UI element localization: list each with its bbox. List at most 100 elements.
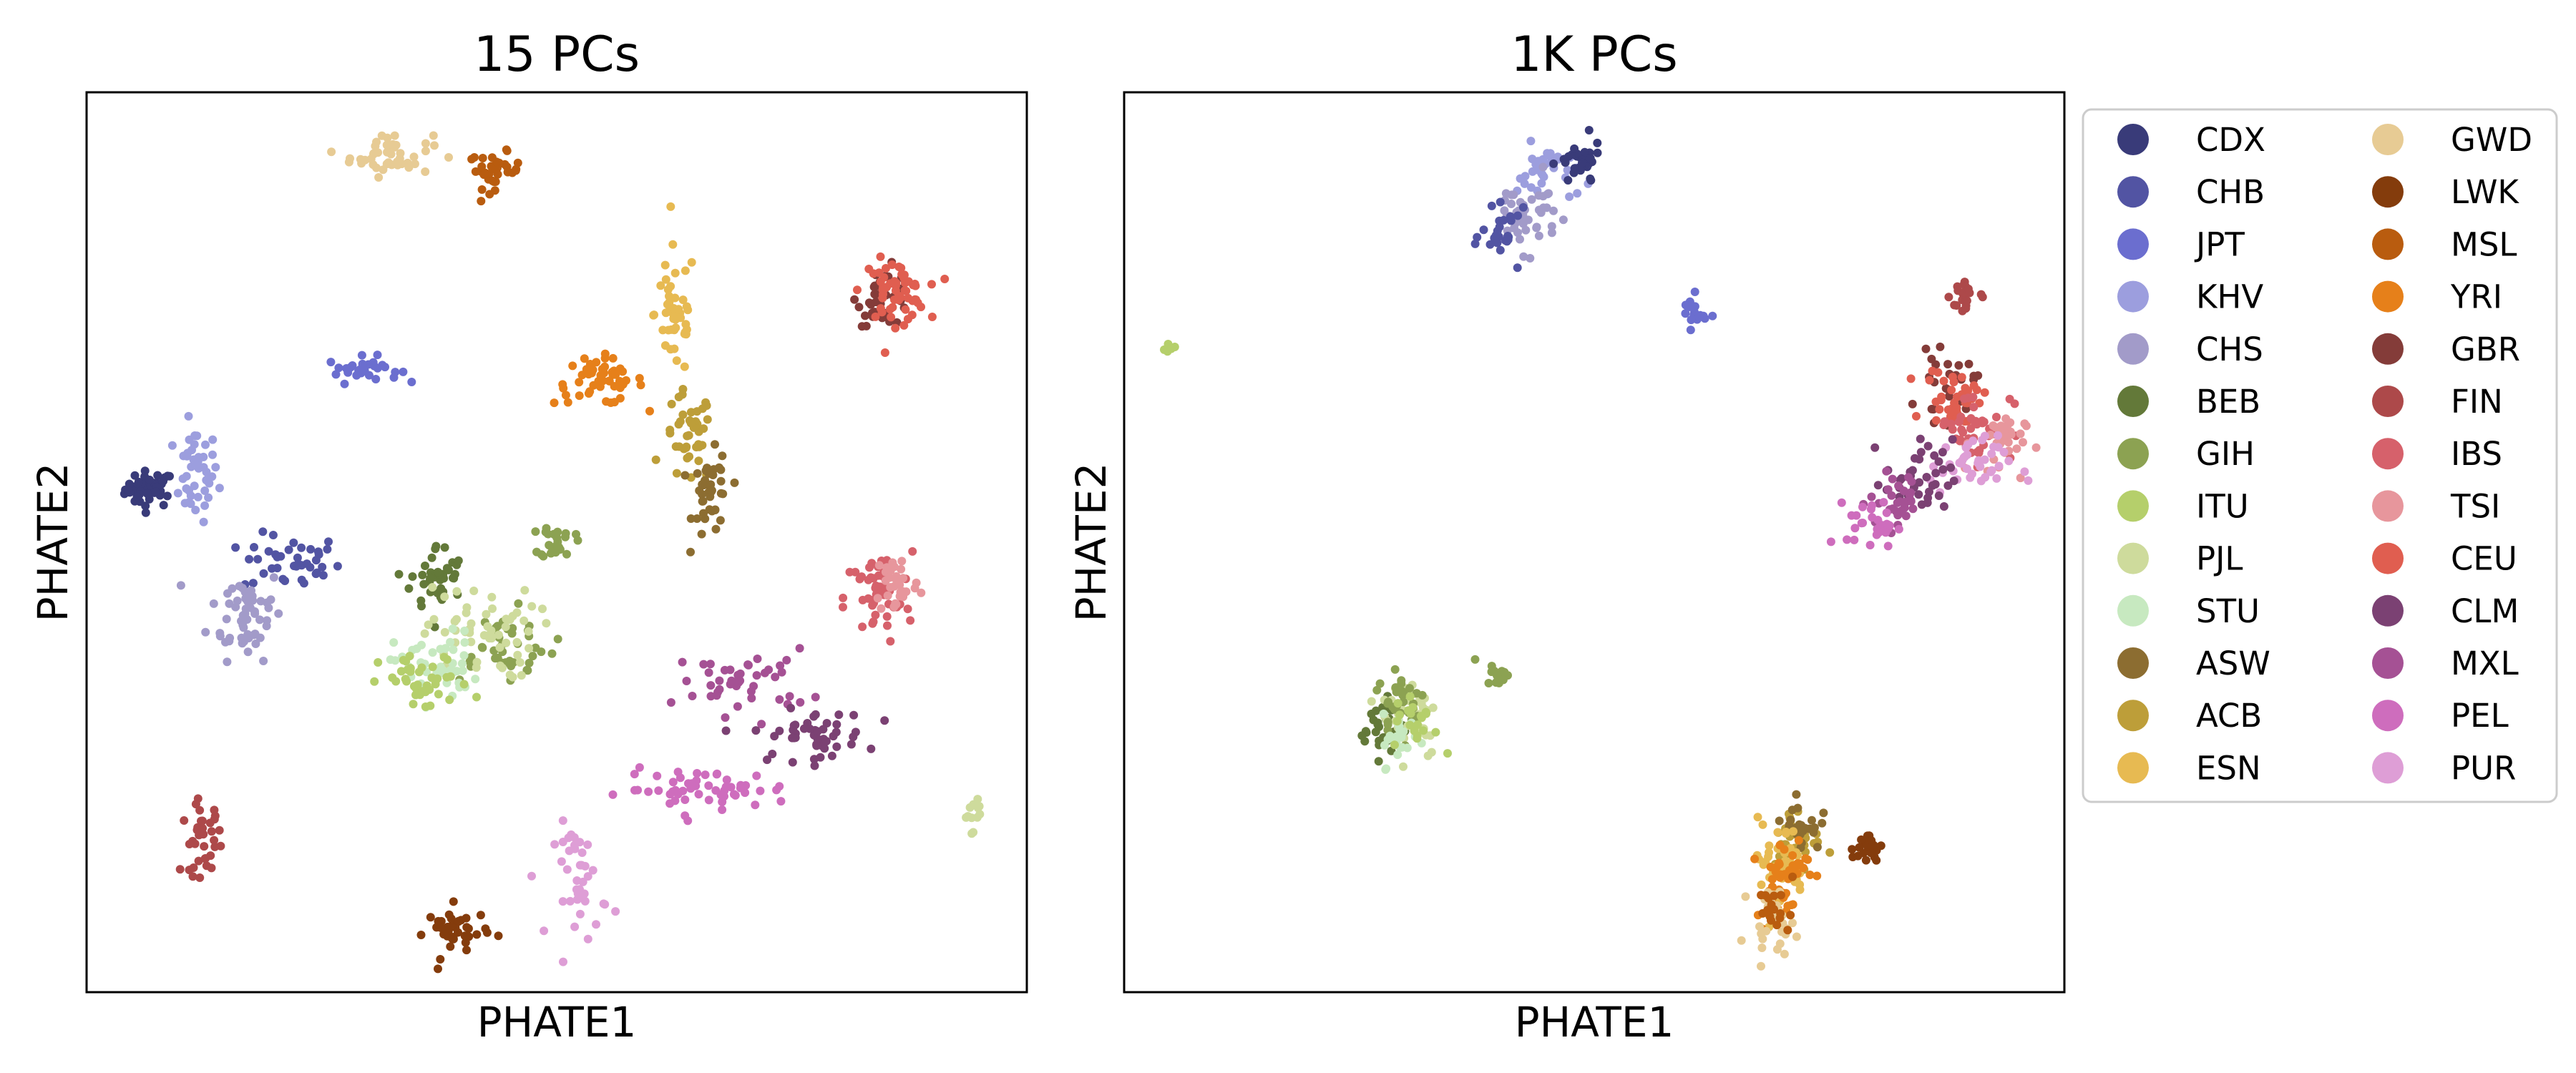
point-khv <box>194 453 203 462</box>
point-ibs <box>1966 424 1976 433</box>
point-pel <box>608 790 618 799</box>
point-acb <box>703 415 712 424</box>
point-gih <box>543 529 552 539</box>
point-jpt <box>334 363 343 373</box>
point-ceu <box>911 281 920 290</box>
legend-label: GWD <box>2451 121 2532 159</box>
point-pel <box>756 786 765 795</box>
point-chb <box>1470 239 1480 248</box>
point-mxl <box>736 669 745 678</box>
legend-entry-ibs: IBS <box>2372 435 2502 473</box>
point-yri <box>1783 901 1792 911</box>
point-lwk <box>462 923 472 932</box>
point-chb <box>1485 240 1495 249</box>
point-asw <box>693 514 702 523</box>
point-gbr <box>1964 359 1974 368</box>
point-cdx <box>1570 144 1579 153</box>
point-chs <box>263 616 271 625</box>
point-clm <box>1948 435 1957 444</box>
point-mxl <box>776 661 785 670</box>
point-mxl <box>1906 496 1915 505</box>
point-pel <box>1858 502 1867 511</box>
point-pel <box>713 769 722 778</box>
point-clm <box>1938 465 1948 474</box>
legend-entry-pur: PUR <box>2372 749 2516 787</box>
legend-marker <box>2117 280 2149 313</box>
legend-marker <box>2117 333 2149 365</box>
point-msl <box>502 162 512 172</box>
point-khv <box>190 481 199 491</box>
point-gwd <box>390 131 399 140</box>
point-chs <box>238 639 247 648</box>
point-fin <box>189 863 198 872</box>
point-asw <box>1798 826 1807 836</box>
legend-marker <box>2372 438 2404 470</box>
point-khv <box>182 451 192 461</box>
point-esn <box>671 323 680 333</box>
point-yri <box>580 354 589 363</box>
point-fin <box>201 854 210 863</box>
point-gih <box>1375 679 1385 688</box>
point-tsi <box>2003 421 2012 430</box>
point-esn <box>660 341 670 350</box>
point-esn <box>680 266 690 275</box>
point-beb <box>430 622 439 632</box>
point-gwd <box>389 139 397 149</box>
point-asw <box>697 529 706 539</box>
point-chs <box>1519 252 1528 261</box>
point-esn <box>670 344 679 353</box>
point-stu <box>1391 734 1400 743</box>
legend-entry-chs: CHS <box>2117 330 2263 368</box>
point-esn <box>669 304 678 313</box>
point-chs <box>209 599 218 608</box>
point-gwd <box>444 153 453 162</box>
point-gih <box>551 548 560 557</box>
point-pur <box>577 861 586 870</box>
point-khv <box>173 489 182 498</box>
point-pel <box>635 763 644 772</box>
point-ceu <box>899 320 909 330</box>
point-ceu <box>1928 366 1937 376</box>
point-msl <box>477 197 486 206</box>
point-tsi <box>897 557 907 566</box>
point-pjl <box>440 627 449 637</box>
point-gwd <box>404 163 414 172</box>
point-chb <box>245 554 254 564</box>
point-gih <box>537 550 546 559</box>
point-pel <box>1837 498 1846 507</box>
point-clm <box>721 726 731 735</box>
point-beb <box>431 542 441 551</box>
point-ibs <box>908 547 917 556</box>
point-cdx <box>145 475 155 484</box>
point-esn <box>661 275 670 284</box>
legend-entry-asw: ASW <box>2117 645 2270 682</box>
point-chb <box>273 552 282 562</box>
point-fin <box>1962 296 1971 305</box>
point-itu <box>411 690 420 700</box>
point-chb <box>314 550 323 559</box>
point-tsi <box>873 594 882 603</box>
point-chb <box>297 561 306 570</box>
point-beb <box>434 567 442 577</box>
point-itu <box>1404 706 1413 715</box>
point-ibs <box>869 574 878 583</box>
point-chs <box>245 593 253 602</box>
point-cdx <box>1593 138 1602 147</box>
point-asw <box>1793 803 1802 813</box>
point-asw <box>1813 843 1822 852</box>
point-lwk <box>481 924 490 934</box>
point-gih <box>553 635 562 644</box>
point-yri <box>568 361 577 371</box>
point-esn <box>676 313 686 323</box>
point-beb <box>419 579 429 589</box>
point-pjl <box>452 587 462 596</box>
point-clm <box>827 751 836 760</box>
point-chb <box>1499 215 1508 225</box>
point-yri <box>605 376 614 386</box>
point-jpt <box>357 351 366 360</box>
point-stu <box>446 637 455 647</box>
point-pjl <box>485 634 494 643</box>
point-pjl <box>527 602 537 611</box>
point-gbr <box>1927 404 1936 413</box>
